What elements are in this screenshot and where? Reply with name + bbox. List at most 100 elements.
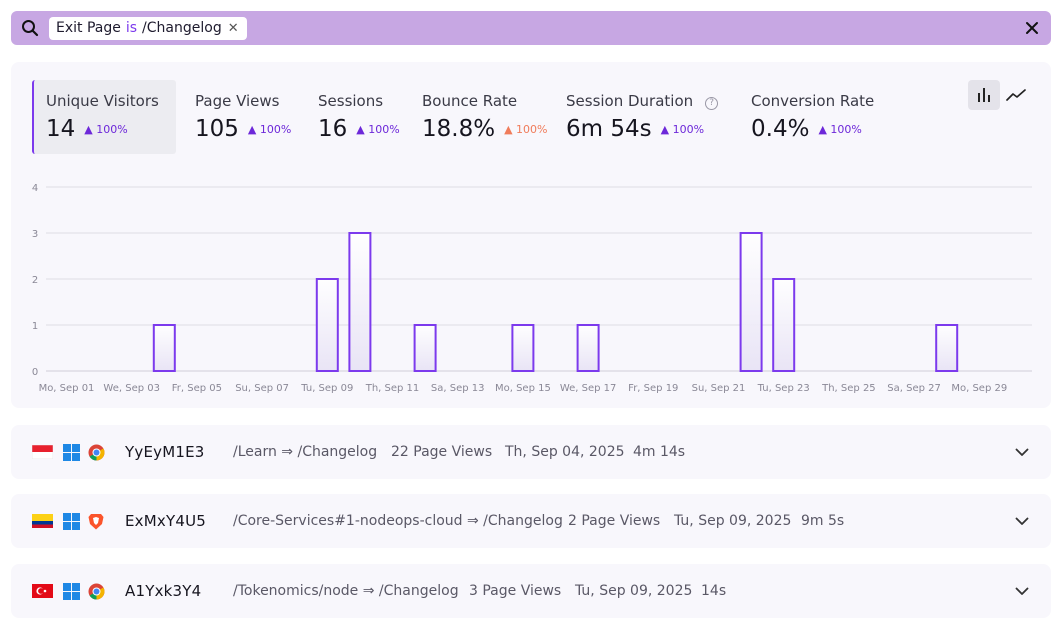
x-tick-label: Sa, Sep 27	[887, 383, 941, 394]
bar-sep-10[interactable]	[348, 232, 372, 372]
bar-sep-22[interactable]	[739, 232, 763, 372]
delta-text: 100%	[96, 123, 128, 136]
session-date: Th, Sep 04, 2025	[505, 444, 625, 460]
metric-value: 6m 54s ▲ 100%	[566, 116, 704, 142]
metric-label: Bounce Rate	[422, 92, 518, 110]
windows-icon	[63, 494, 80, 548]
x-tick-label: Th, Sep 25	[821, 383, 876, 394]
delta-text: 100%	[368, 123, 400, 136]
session-path: /Tokenomics/node ⇒ /Changelog	[233, 583, 459, 599]
delta-text: 100%	[259, 123, 292, 136]
chevron-down-icon[interactable]	[1015, 494, 1029, 548]
visitor-id[interactable]: ExMxY4U5	[125, 512, 207, 530]
bar-sep-09[interactable]	[315, 278, 339, 372]
bar-chart-icon[interactable]	[968, 80, 1000, 110]
x-tick-label: Mo, Sep 15	[495, 383, 551, 394]
x-tick-label: Su, Sep 21	[692, 383, 746, 394]
turkey-flag	[32, 564, 53, 618]
page-views: 22 Page Views	[391, 444, 493, 460]
metric-session-duration[interactable]: Session Duration? 6m 54s ▲ 100%	[554, 80, 724, 154]
filter-chip[interactable]: Exit Page is /Changelog ✕	[49, 16, 247, 40]
visitor-id[interactable]: YyEyM1E3	[125, 443, 205, 461]
metric-sessions[interactable]: Sessions 16 ▲ 100%	[306, 80, 401, 154]
metric-number: 0.4%	[751, 116, 810, 142]
metric-number: 6m 54s	[566, 116, 652, 142]
metric-number: 16	[318, 116, 348, 142]
metric-label: Sessions	[318, 92, 384, 110]
metric-label: Conversion Rate	[751, 92, 875, 110]
y-tick-label: 3	[32, 229, 38, 240]
session-duration: 4m 14s	[633, 444, 686, 460]
visitor-id[interactable]: A1Yxk3Y4	[125, 582, 202, 600]
session-duration: 9m 5s	[801, 513, 845, 529]
bar-sep-28[interactable]	[935, 324, 959, 372]
chevron-down-icon[interactable]	[1015, 564, 1029, 618]
metric-value: 16 ▲ 100%	[318, 116, 400, 142]
session-date: Tu, Sep 09, 2025	[575, 583, 693, 599]
session-row[interactable]: YyEyM1E3 /Learn ⇒ /Changelog 22 Page Vie…	[11, 425, 1051, 479]
metric-conversion-rate[interactable]: Conversion Rate 0.4% ▲ 100%	[739, 80, 889, 154]
chrome-icon	[88, 425, 105, 479]
metric-bounce-rate[interactable]: Bounce Rate 18.8% ▲ 100%	[410, 80, 548, 154]
x-tick-label: Fr, Sep 19	[628, 383, 678, 394]
metric-label: Page Views	[195, 92, 280, 110]
metric-delta: ▲ 100%	[84, 123, 128, 136]
indonesia-flag	[32, 425, 53, 479]
filter-operator: is	[125, 20, 138, 36]
y-tick-label: 0	[32, 367, 38, 378]
metric-number: 18.8%	[422, 116, 496, 142]
x-tick-label: Sa, Sep 13	[431, 383, 485, 394]
y-tick-label: 1	[32, 321, 38, 332]
help-icon[interactable]: ?	[705, 97, 719, 110]
search-icon[interactable]	[11, 11, 49, 45]
metric-number: 105	[195, 116, 239, 142]
delta-text: 100%	[672, 123, 705, 136]
session-path: /Core-Services#1-nodeops-cloud ⇒ /Change…	[233, 513, 563, 529]
delta-text: 100%	[516, 123, 548, 136]
x-tick-label: Tu, Sep 09	[300, 383, 353, 394]
metric-value: 105 ▲ 100%	[195, 116, 291, 142]
metric-label-text: Session Duration	[566, 92, 694, 110]
metric-value: 14 ▲ 100%	[46, 116, 128, 142]
metric-delta: ▲ 100%	[818, 123, 862, 136]
chrome-icon	[88, 564, 105, 618]
x-tick-label: Tu, Sep 23	[757, 383, 810, 394]
metric-page-views[interactable]: Page Views 105 ▲ 100%	[183, 80, 293, 154]
visitors-bar-chart: 0 1 2 3 4 Mo, Sep 01 We, Sep 03 Fr, Sep 05 Su, …	[32, 183, 1032, 394]
metric-label: Session Duration?	[566, 92, 719, 110]
y-tick-label: 4	[32, 183, 38, 194]
metric-value: 18.8% ▲ 100%	[422, 116, 548, 142]
metric-unique-visitors[interactable]: Unique Visitors 14 ▲ 100%	[32, 80, 176, 154]
session-date: Tu, Sep 09, 2025	[674, 513, 792, 529]
colombia-flag	[32, 494, 53, 548]
stats-card: Unique Visitors 14 ▲ 100% Page Views 105…	[11, 62, 1051, 408]
x-tick-label: We, Sep 03	[103, 383, 160, 394]
brave-icon	[88, 494, 104, 548]
metric-delta: ▲ 100%	[660, 123, 705, 136]
metric-value: 0.4% ▲ 100%	[751, 116, 862, 142]
metric-delta: ▲ 100%	[504, 123, 548, 136]
bar-sep-17[interactable]	[576, 324, 600, 372]
session-row[interactable]: A1Yxk3Y4 /Tokenomics/node ⇒ /Changelog 3…	[11, 564, 1051, 618]
bar-sep-12[interactable]	[413, 324, 437, 372]
delta-text: 100%	[830, 123, 862, 136]
y-tick-label: 2	[32, 275, 38, 286]
bar-sep-04[interactable]	[152, 324, 176, 372]
metric-delta: ▲ 100%	[247, 123, 292, 136]
close-icon[interactable]	[1021, 17, 1043, 39]
session-path: /Learn ⇒ /Changelog	[233, 444, 378, 460]
bar-sep-23[interactable]	[772, 278, 796, 372]
session-duration: 14s	[701, 583, 727, 599]
page-views: 3 Page Views	[469, 583, 562, 599]
metric-number: 14	[46, 116, 76, 142]
bar-sep-15[interactable]	[511, 324, 535, 372]
chevron-down-icon[interactable]	[1015, 425, 1029, 479]
x-icon[interactable]: ✕	[227, 20, 239, 36]
session-row[interactable]: ExMxY4U5 /Core-Services#1-nodeops-cloud …	[11, 494, 1051, 548]
page-views: 2 Page Views	[568, 513, 661, 529]
filter-value: /Changelog	[142, 20, 222, 36]
filter-bar: Exit Page is /Changelog ✕	[11, 11, 1051, 45]
x-tick-label: Mo, Sep 29	[951, 383, 1007, 394]
x-tick-label: Th, Sep 11	[365, 383, 420, 394]
line-chart-icon[interactable]	[1000, 80, 1032, 110]
